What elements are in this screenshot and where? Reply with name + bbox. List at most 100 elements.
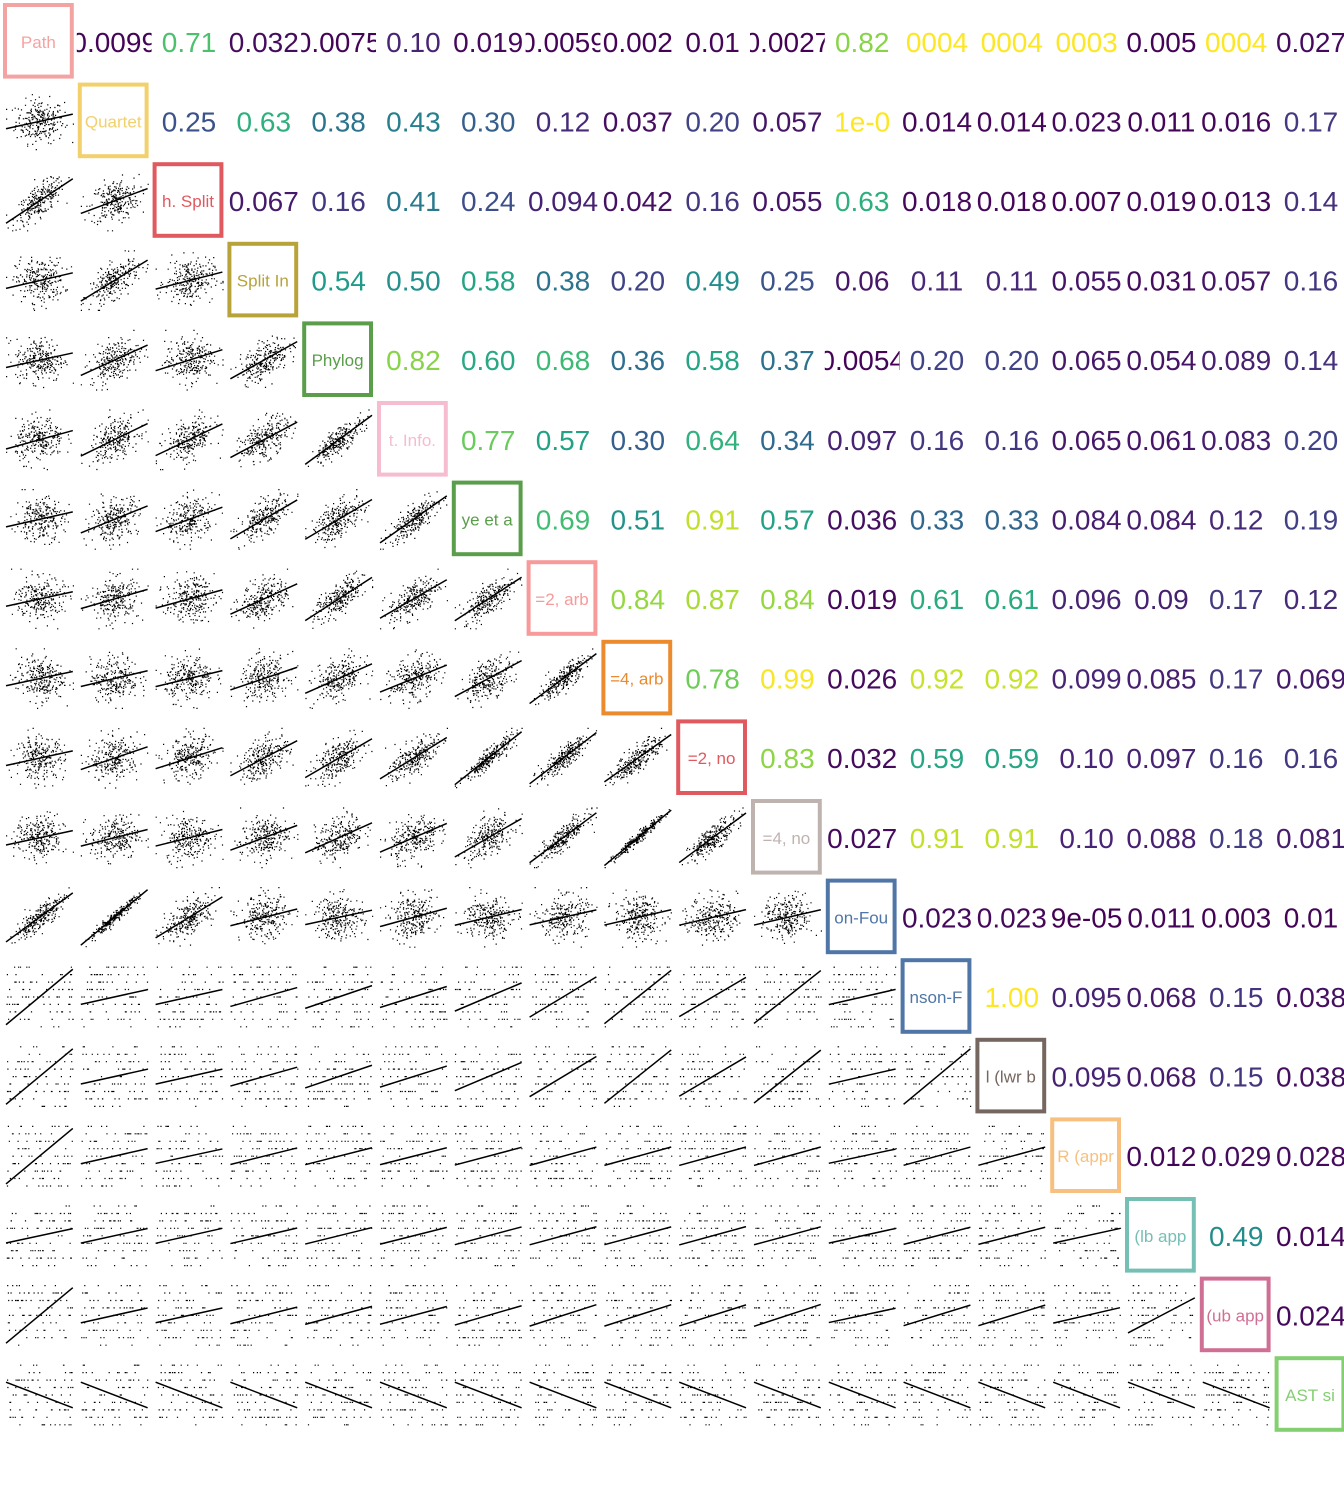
- scatter-cell-15-0: [5, 1205, 73, 1267]
- correlation-value-3-4: 0.54: [311, 266, 366, 297]
- scatter-points-12-4: [306, 966, 374, 1028]
- diagonal-cell-9: =2, no: [676, 719, 748, 796]
- fit-line-17-12: [903, 1381, 971, 1409]
- correlation-value-4-5: 0.82: [386, 345, 441, 376]
- fit-line-17-14: [1052, 1381, 1121, 1409]
- fit-line-15-5: [379, 1226, 447, 1245]
- correlation-value-6-8: 0.51: [611, 504, 666, 535]
- scatter-cell-7-2: [155, 571, 224, 624]
- scatter-cell-17-15: [1127, 1364, 1196, 1426]
- correlation-value-0-14: 0003: [1055, 27, 1117, 58]
- fit-line-13-9: [678, 1056, 747, 1097]
- fit-line-10-4: [304, 822, 373, 854]
- scatter-cell-17-8: [604, 1364, 672, 1426]
- fit-line-11-3: [230, 908, 298, 927]
- correlation-value-5-11: 0.097: [827, 425, 897, 456]
- fit-line-10-8: [603, 809, 672, 867]
- scatter-points-10-9: [681, 807, 744, 866]
- scatter-points-13-4: [307, 1046, 372, 1107]
- scatter-points-7-3: [230, 568, 294, 629]
- scatter-cell-9-7: [529, 727, 598, 787]
- correlation-value-1-15: 0.011: [1127, 106, 1195, 137]
- fit-line-16-2: [155, 1307, 223, 1324]
- correlation-value-4-17: 0.14: [1284, 345, 1339, 376]
- scatter-points-13-5: [380, 1046, 448, 1107]
- correlation-value-16-17: 0.024: [1276, 1300, 1344, 1331]
- correlation-value-4-13: 0.20: [985, 345, 1040, 376]
- scatter-points-10-5: [380, 814, 446, 868]
- correlation-value-3-8: 0.20: [611, 266, 666, 297]
- scatter-points-14-8: [605, 1125, 673, 1187]
- scatter-cell-14-0: [5, 1125, 74, 1187]
- scatter-cell-6-1: [80, 493, 148, 550]
- scatter-points-10-2: [155, 810, 224, 869]
- fit-line-6-0: [5, 511, 73, 528]
- scatter-points-15-5: [380, 1205, 448, 1267]
- scatter-cell-16-10: [753, 1285, 822, 1346]
- scatter-cell-12-10: [753, 966, 822, 1028]
- scatter-cell-10-3: [230, 807, 299, 869]
- scatter-points-13-8: [606, 1046, 672, 1107]
- scatter-cell-13-11: [828, 1046, 897, 1107]
- fit-line-12-7: [529, 976, 597, 1018]
- scatter-points-14-1: [81, 1125, 148, 1187]
- correlation-value-7-10: 0.84: [760, 584, 815, 615]
- scatter-points-11-4: [305, 889, 374, 942]
- correlation-value-1-11: 1e-0: [834, 106, 890, 137]
- fit-line-6-5: [379, 495, 448, 544]
- scatter-points-14-7: [530, 1125, 598, 1187]
- scatter-points-11-5: [380, 889, 445, 948]
- correlation-value-2-12: 0.018: [902, 186, 972, 217]
- diagonal-box-8: [601, 639, 673, 716]
- scatter-cell-8-3: [230, 648, 299, 708]
- scatter-cell-17-14: [1052, 1364, 1121, 1426]
- scatter-cell-3-2: [155, 252, 224, 306]
- fit-line-10-5: [379, 822, 448, 853]
- variable-label-16: (ub app: [1206, 1306, 1264, 1325]
- fit-line-9-2: [155, 746, 223, 770]
- scatter-points-5-4: [307, 409, 370, 467]
- scatter-cell-14-7: [529, 1125, 598, 1187]
- correlation-value-7-11: 0.019: [827, 584, 897, 615]
- fit-line-16-12: [903, 1304, 971, 1327]
- diagonal-box-4: [302, 321, 374, 397]
- fit-line-2-1: [80, 187, 148, 215]
- correlation-value-9-13: 0.59: [985, 743, 1040, 774]
- scatter-points-4-3: [230, 335, 296, 388]
- scatter-cell-17-10: [753, 1364, 822, 1426]
- scatter-points-12-1: [81, 966, 149, 1028]
- fit-line-12-9: [678, 976, 747, 1018]
- scatter-points-16-2: [156, 1285, 222, 1346]
- fit-line-12-10: [753, 969, 822, 1025]
- fit-line-16-8: [604, 1303, 672, 1327]
- correlation-value-5-15: 0.061: [1126, 425, 1196, 456]
- scatter-cell-16-12: [903, 1285, 972, 1346]
- correlation-value-1-13: 0.014: [977, 106, 1047, 137]
- scatter-points-9-2: [155, 727, 224, 785]
- diagonal-cell-14: R (appr: [1050, 1117, 1121, 1194]
- correlation-value-3-16: 0.057: [1201, 266, 1271, 297]
- scatter-cell-17-12: [903, 1364, 972, 1426]
- correlation-value-0-16: 0004: [1205, 27, 1267, 58]
- scatter-points-14-11: [830, 1125, 897, 1187]
- correlation-value-1-12: 0.014: [902, 106, 972, 137]
- variable-label-2: h. Split: [162, 192, 214, 211]
- scatter-points-11-8: [604, 889, 672, 948]
- correlation-value-3-13: 0.11: [986, 266, 1038, 297]
- scatter-points-16-4: [305, 1285, 373, 1346]
- scatter-cell-12-9: [678, 966, 747, 1028]
- fit-line-5-4: [304, 414, 373, 465]
- fit-line-7-5: [379, 579, 448, 619]
- diagonal-box-5: [377, 401, 448, 477]
- scatter-points-17-15: [1128, 1364, 1196, 1426]
- fit-line-17-4: [304, 1381, 373, 1409]
- diagonal-cell-1: Quartet: [77, 82, 149, 159]
- fit-line-15-7: [529, 1226, 597, 1246]
- correlation-value-0-2: 0.71: [162, 27, 217, 58]
- correlation-value-8-12: 0.92: [910, 664, 965, 695]
- scatter-cell-10-0: [5, 811, 74, 865]
- scatter-points-17-2: [157, 1364, 224, 1426]
- scatter-cell-6-5: [379, 491, 448, 550]
- correlation-value-0-10: 0.0027: [745, 27, 831, 58]
- scatter-cell-11-4: [305, 889, 374, 942]
